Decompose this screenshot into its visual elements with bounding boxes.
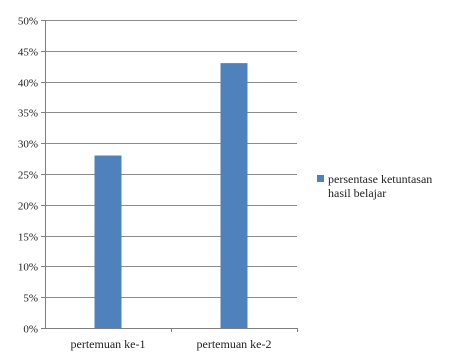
y-tick-label: 10% bbox=[18, 262, 38, 274]
y-tick-label: 15% bbox=[18, 232, 38, 244]
bar-2 bbox=[220, 63, 248, 329]
y-tick-label: 5% bbox=[23, 293, 38, 305]
legend-label: persentase ketuntasan hasil belajar bbox=[328, 172, 433, 200]
bars bbox=[94, 63, 248, 329]
y-tick-label: 20% bbox=[18, 201, 38, 213]
y-tick-label: 35% bbox=[18, 108, 38, 120]
y-tick-label: 0% bbox=[23, 324, 38, 336]
grid-lines bbox=[45, 20, 297, 298]
y-tick-label: 50% bbox=[18, 16, 38, 28]
y-tick-label: 45% bbox=[18, 47, 38, 59]
y-axis-tick-labels: 0% 5% 10% 15% 20% 25% 30% 35% 40% 45% 50% bbox=[18, 16, 38, 336]
y-tick-label: 30% bbox=[18, 139, 38, 151]
legend-swatch bbox=[317, 175, 324, 182]
bar-1 bbox=[94, 155, 122, 328]
x-category-label: pertemuan ke-2 bbox=[197, 337, 272, 351]
axes bbox=[41, 20, 298, 332]
x-axis-category-labels: pertemuan ke-1 pertemuan ke-2 bbox=[71, 337, 272, 351]
y-tick-label: 40% bbox=[18, 78, 38, 90]
y-tick-label: 25% bbox=[18, 170, 38, 182]
x-category-label: pertemuan ke-1 bbox=[71, 337, 146, 351]
